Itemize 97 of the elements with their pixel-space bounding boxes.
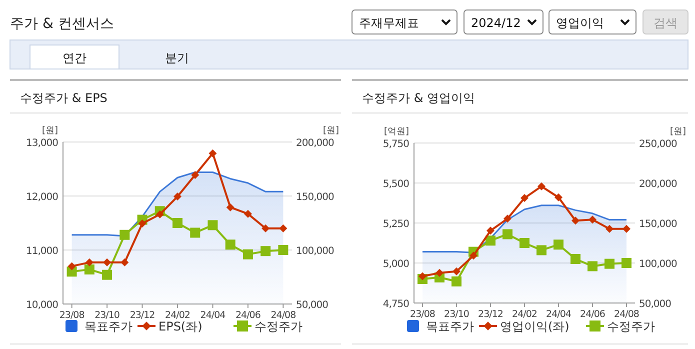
point xyxy=(120,230,130,240)
y-tick-label: 5,500 xyxy=(382,179,410,190)
y-tick-label: 5,250 xyxy=(382,219,410,230)
legend-label: 영업이익(좌) xyxy=(500,320,570,334)
y2-tick-label: 50,000 xyxy=(639,299,672,310)
y-tick-label: 5,000 xyxy=(382,259,410,270)
chart-title: 수정주가 & EPS xyxy=(20,91,108,105)
text: 검색 xyxy=(654,16,678,30)
legend-label: 수정주가 xyxy=(254,320,302,334)
point xyxy=(244,210,252,218)
y-tick-label: 11,000 xyxy=(26,246,58,257)
point xyxy=(606,224,614,233)
point xyxy=(570,254,580,264)
point xyxy=(172,218,182,228)
point xyxy=(418,272,426,280)
point xyxy=(538,182,546,190)
y-tick-label: 13,000 xyxy=(26,138,58,149)
y2-tick-label: 150,000 xyxy=(296,192,334,203)
point xyxy=(452,267,460,276)
point xyxy=(504,214,512,223)
y-axis-title: [억원] xyxy=(384,127,409,137)
chart-title: 수정주가 & 영업이익 xyxy=(362,91,475,105)
point xyxy=(588,216,596,224)
text: 영업이익 xyxy=(556,16,604,30)
y2-tick-label: 50,000 xyxy=(296,300,328,311)
y2-tick-label: 150,000 xyxy=(639,219,677,230)
text: 주가 & 컨센서스 xyxy=(10,16,114,32)
point xyxy=(520,194,528,202)
point xyxy=(520,238,530,248)
y-tick-label: 10,000 xyxy=(26,300,58,311)
x-tick-label: 23/10 xyxy=(94,310,120,321)
point xyxy=(278,245,288,255)
y2-tick-label: 200,000 xyxy=(296,138,334,149)
point xyxy=(103,258,112,266)
x-tick-label: 24/08 xyxy=(270,310,296,321)
point xyxy=(486,226,494,235)
y2-axis-title: [원] xyxy=(322,126,339,136)
x-tick-label: 23/08 xyxy=(59,310,85,321)
x-tick-label: 24/06 xyxy=(236,310,261,321)
point xyxy=(436,268,444,277)
point xyxy=(226,203,234,212)
y2-tick-label: 200,000 xyxy=(639,179,677,190)
y2-tick-label: 100,000 xyxy=(296,246,334,257)
point xyxy=(622,258,632,268)
point xyxy=(225,240,236,250)
y-tick-label: 5,750 xyxy=(382,139,410,150)
x-tick-label: 24/08 xyxy=(614,309,640,320)
x-tick-label: 24/02 xyxy=(512,309,538,320)
point xyxy=(262,224,270,232)
point xyxy=(242,249,253,260)
point xyxy=(604,258,614,269)
x-tick-label: 23/12 xyxy=(130,310,156,321)
point xyxy=(486,236,496,246)
point xyxy=(279,224,288,232)
y-axis-title: [원] xyxy=(42,126,58,136)
x-tick-label: 24/06 xyxy=(580,309,606,320)
point xyxy=(470,252,478,260)
point xyxy=(138,220,146,228)
y-tick-label: 4,750 xyxy=(382,299,410,310)
point xyxy=(84,264,94,274)
point xyxy=(68,262,76,270)
y2-tick-label: 100,000 xyxy=(639,259,677,270)
x-tick-label: 23/08 xyxy=(410,309,436,320)
legend-label: 목표주가 xyxy=(426,320,474,334)
point xyxy=(622,224,630,233)
x-tick-label: 24/04 xyxy=(200,310,226,321)
text: 분기 xyxy=(165,51,189,65)
point xyxy=(554,240,564,250)
point xyxy=(554,193,562,202)
x-tick-label: 23/12 xyxy=(478,309,504,320)
point xyxy=(156,210,164,218)
y-tick-label: 12,000 xyxy=(26,192,58,203)
legend-label: 수정주가 xyxy=(607,320,655,334)
point xyxy=(191,170,200,179)
point xyxy=(572,216,580,225)
point xyxy=(174,192,182,201)
point xyxy=(260,246,271,256)
y2-axis-title: [원] xyxy=(670,127,686,137)
legend-label: EPS(좌) xyxy=(158,320,202,334)
text: 연간 xyxy=(62,51,86,65)
x-tick-label: 24/04 xyxy=(546,309,572,320)
point xyxy=(208,149,217,158)
legend-label: 목표주가 xyxy=(84,320,132,334)
x-tick-label: 23/10 xyxy=(444,309,470,320)
point xyxy=(102,270,112,280)
y2-tick-label: 250,000 xyxy=(639,139,677,150)
point xyxy=(208,220,218,230)
point xyxy=(502,229,512,240)
x-tick-label: 24/02 xyxy=(165,310,190,321)
point xyxy=(536,245,546,256)
point xyxy=(190,228,200,238)
point xyxy=(452,276,462,286)
text: 주재무제표 xyxy=(359,16,419,30)
point xyxy=(85,258,94,266)
text: 2024/12 xyxy=(471,16,521,30)
point xyxy=(120,258,129,266)
point xyxy=(588,261,598,272)
